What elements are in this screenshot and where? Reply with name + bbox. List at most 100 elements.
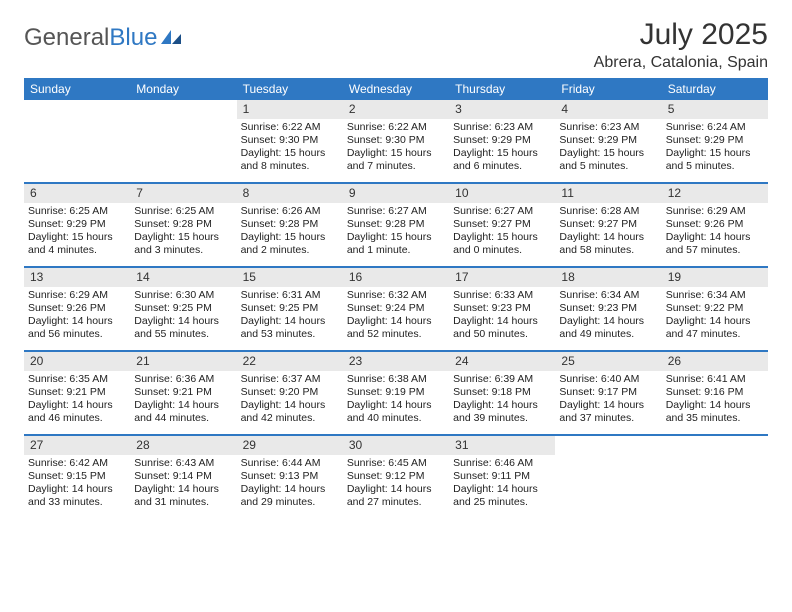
week-row: 13 Sunrise: 6:29 AM Sunset: 9:26 PM Dayli…: [24, 268, 768, 352]
dow-cell: Thursday: [449, 78, 555, 100]
dow-cell: Monday: [130, 78, 236, 100]
day-details: Sunrise: 6:25 AM Sunset: 9:29 PM Dayligh…: [28, 205, 126, 258]
day-details: Sunrise: 6:35 AM Sunset: 9:21 PM Dayligh…: [28, 373, 126, 426]
day-cell: 11 Sunrise: 6:28 AM Sunset: 9:27 PM Dayli…: [555, 184, 661, 266]
day-cell: 26 Sunrise: 6:41 AM Sunset: 9:16 PM Dayli…: [662, 352, 768, 434]
day-details: Sunrise: 6:26 AM Sunset: 9:28 PM Dayligh…: [241, 205, 339, 258]
day-cell: 23 Sunrise: 6:38 AM Sunset: 9:19 PM Dayli…: [343, 352, 449, 434]
day-details: Sunrise: 6:39 AM Sunset: 9:18 PM Dayligh…: [453, 373, 551, 426]
day-number: 23: [343, 352, 449, 371]
day-details: Sunrise: 6:45 AM Sunset: 9:12 PM Dayligh…: [347, 457, 445, 510]
day-number: 20: [24, 352, 130, 371]
day-number: 27: [24, 436, 130, 455]
day-cell: 8 Sunrise: 6:26 AM Sunset: 9:28 PM Daylig…: [237, 184, 343, 266]
day-details: Sunrise: 6:29 AM Sunset: 9:26 PM Dayligh…: [28, 289, 126, 342]
day-details: Sunrise: 6:33 AM Sunset: 9:23 PM Dayligh…: [453, 289, 551, 342]
day-number: 12: [662, 184, 768, 203]
day-cell: [662, 436, 768, 518]
day-details: Sunrise: 6:37 AM Sunset: 9:20 PM Dayligh…: [241, 373, 339, 426]
day-cell: 27 Sunrise: 6:42 AM Sunset: 9:15 PM Dayli…: [24, 436, 130, 518]
day-details: Sunrise: 6:34 AM Sunset: 9:22 PM Dayligh…: [666, 289, 764, 342]
day-details: Sunrise: 6:23 AM Sunset: 9:29 PM Dayligh…: [559, 121, 657, 174]
day-cell: 10 Sunrise: 6:27 AM Sunset: 9:27 PM Dayli…: [449, 184, 555, 266]
day-details: Sunrise: 6:30 AM Sunset: 9:25 PM Dayligh…: [134, 289, 232, 342]
day-details: Sunrise: 6:23 AM Sunset: 9:29 PM Dayligh…: [453, 121, 551, 174]
day-number: 10: [449, 184, 555, 203]
day-details: Sunrise: 6:24 AM Sunset: 9:29 PM Dayligh…: [666, 121, 764, 174]
day-number: [555, 436, 661, 455]
day-of-week-header: SundayMondayTuesdayWednesdayThursdayFrid…: [24, 78, 768, 100]
brand-part2: Blue: [109, 24, 157, 52]
day-cell: [24, 100, 130, 182]
day-number: 6: [24, 184, 130, 203]
day-cell: 30Sunrise: 6:45 AM Sunset: 9:12 PM Dayli…: [343, 436, 449, 518]
title-block: July 2025 Abrera, Catalonia, Spain: [594, 18, 768, 72]
day-cell: 15 Sunrise: 6:31 AM Sunset: 9:25 PM Dayli…: [237, 268, 343, 350]
day-details: Sunrise: 6:38 AM Sunset: 9:19 PM Dayligh…: [347, 373, 445, 426]
day-cell: 6 Sunrise: 6:25 AM Sunset: 9:29 PM Daylig…: [24, 184, 130, 266]
day-number: 15: [237, 268, 343, 287]
day-number: 11: [555, 184, 661, 203]
day-details: Sunrise: 6:42 AM Sunset: 9:15 PM Dayligh…: [28, 457, 126, 510]
dow-cell: Tuesday: [237, 78, 343, 100]
day-cell: 16Sunrise: 6:32 AM Sunset: 9:24 PM Dayli…: [343, 268, 449, 350]
week-row: 1Sunrise: 6:22 AM Sunset: 9:30 PM Daylig…: [24, 100, 768, 184]
day-number: 22: [237, 352, 343, 371]
day-details: Sunrise: 6:27 AM Sunset: 9:27 PM Dayligh…: [453, 205, 551, 258]
day-cell: 19 Sunrise: 6:34 AM Sunset: 9:22 PM Dayli…: [662, 268, 768, 350]
day-number: 4: [555, 100, 661, 119]
day-details: Sunrise: 6:40 AM Sunset: 9:17 PM Dayligh…: [559, 373, 657, 426]
day-number: 14: [130, 268, 236, 287]
day-cell: 24Sunrise: 6:39 AM Sunset: 9:18 PM Dayli…: [449, 352, 555, 434]
day-details: Sunrise: 6:41 AM Sunset: 9:16 PM Dayligh…: [666, 373, 764, 426]
day-number: [662, 436, 768, 455]
dow-cell: Sunday: [24, 78, 130, 100]
day-number: [24, 100, 130, 119]
day-cell: 3 Sunrise: 6:23 AM Sunset: 9:29 PM Daylig…: [449, 100, 555, 182]
day-details: Sunrise: 6:22 AM Sunset: 9:30 PM Dayligh…: [347, 121, 445, 174]
week-row: 6 Sunrise: 6:25 AM Sunset: 9:29 PM Daylig…: [24, 184, 768, 268]
day-number: 3: [449, 100, 555, 119]
day-number: 31: [449, 436, 555, 455]
day-details: Sunrise: 6:28 AM Sunset: 9:27 PM Dayligh…: [559, 205, 657, 258]
day-number: 26: [662, 352, 768, 371]
day-cell: 21Sunrise: 6:36 AM Sunset: 9:21 PM Dayli…: [130, 352, 236, 434]
calendar: SundayMondayTuesdayWednesdayThursdayFrid…: [24, 78, 768, 518]
day-number: 2: [343, 100, 449, 119]
day-cell: 18Sunrise: 6:34 AM Sunset: 9:23 PM Dayli…: [555, 268, 661, 350]
day-details: Sunrise: 6:22 AM Sunset: 9:30 PM Dayligh…: [241, 121, 339, 174]
day-cell: [130, 100, 236, 182]
location: Abrera, Catalonia, Spain: [594, 54, 768, 72]
day-details: Sunrise: 6:29 AM Sunset: 9:26 PM Dayligh…: [666, 205, 764, 258]
day-cell: 25 Sunrise: 6:40 AM Sunset: 9:17 PM Dayli…: [555, 352, 661, 434]
day-number: 1: [237, 100, 343, 119]
day-details: Sunrise: 6:31 AM Sunset: 9:25 PM Dayligh…: [241, 289, 339, 342]
month-title: July 2025: [594, 18, 768, 52]
day-cell: 17Sunrise: 6:33 AM Sunset: 9:23 PM Dayli…: [449, 268, 555, 350]
day-number: 21: [130, 352, 236, 371]
dow-cell: Friday: [555, 78, 661, 100]
day-cell: 4 Sunrise: 6:23 AM Sunset: 9:29 PM Daylig…: [555, 100, 661, 182]
week-row: 27 Sunrise: 6:42 AM Sunset: 9:15 PM Dayli…: [24, 436, 768, 518]
day-details: Sunrise: 6:44 AM Sunset: 9:13 PM Dayligh…: [241, 457, 339, 510]
day-number: 25: [555, 352, 661, 371]
day-cell: 20 Sunrise: 6:35 AM Sunset: 9:21 PM Dayli…: [24, 352, 130, 434]
brand-part1: General: [24, 24, 109, 52]
day-number: 19: [662, 268, 768, 287]
day-number: 16: [343, 268, 449, 287]
day-cell: 29 Sunrise: 6:44 AM Sunset: 9:13 PM Dayli…: [237, 436, 343, 518]
day-cell: 14 Sunrise: 6:30 AM Sunset: 9:25 PM Dayli…: [130, 268, 236, 350]
day-details: Sunrise: 6:25 AM Sunset: 9:28 PM Dayligh…: [134, 205, 232, 258]
brand-logo: GeneralBlue: [24, 18, 183, 52]
day-cell: 9Sunrise: 6:27 AM Sunset: 9:28 PM Daylig…: [343, 184, 449, 266]
day-number: 18: [555, 268, 661, 287]
day-cell: 5 Sunrise: 6:24 AM Sunset: 9:29 PM Daylig…: [662, 100, 768, 182]
header: GeneralBlue July 2025 Abrera, Catalonia,…: [24, 18, 768, 72]
day-number: 8: [237, 184, 343, 203]
day-number: 9: [343, 184, 449, 203]
day-number: 13: [24, 268, 130, 287]
day-number: 29: [237, 436, 343, 455]
day-cell: 12 Sunrise: 6:29 AM Sunset: 9:26 PM Dayli…: [662, 184, 768, 266]
day-number: 5: [662, 100, 768, 119]
sail-icon: [159, 25, 183, 43]
